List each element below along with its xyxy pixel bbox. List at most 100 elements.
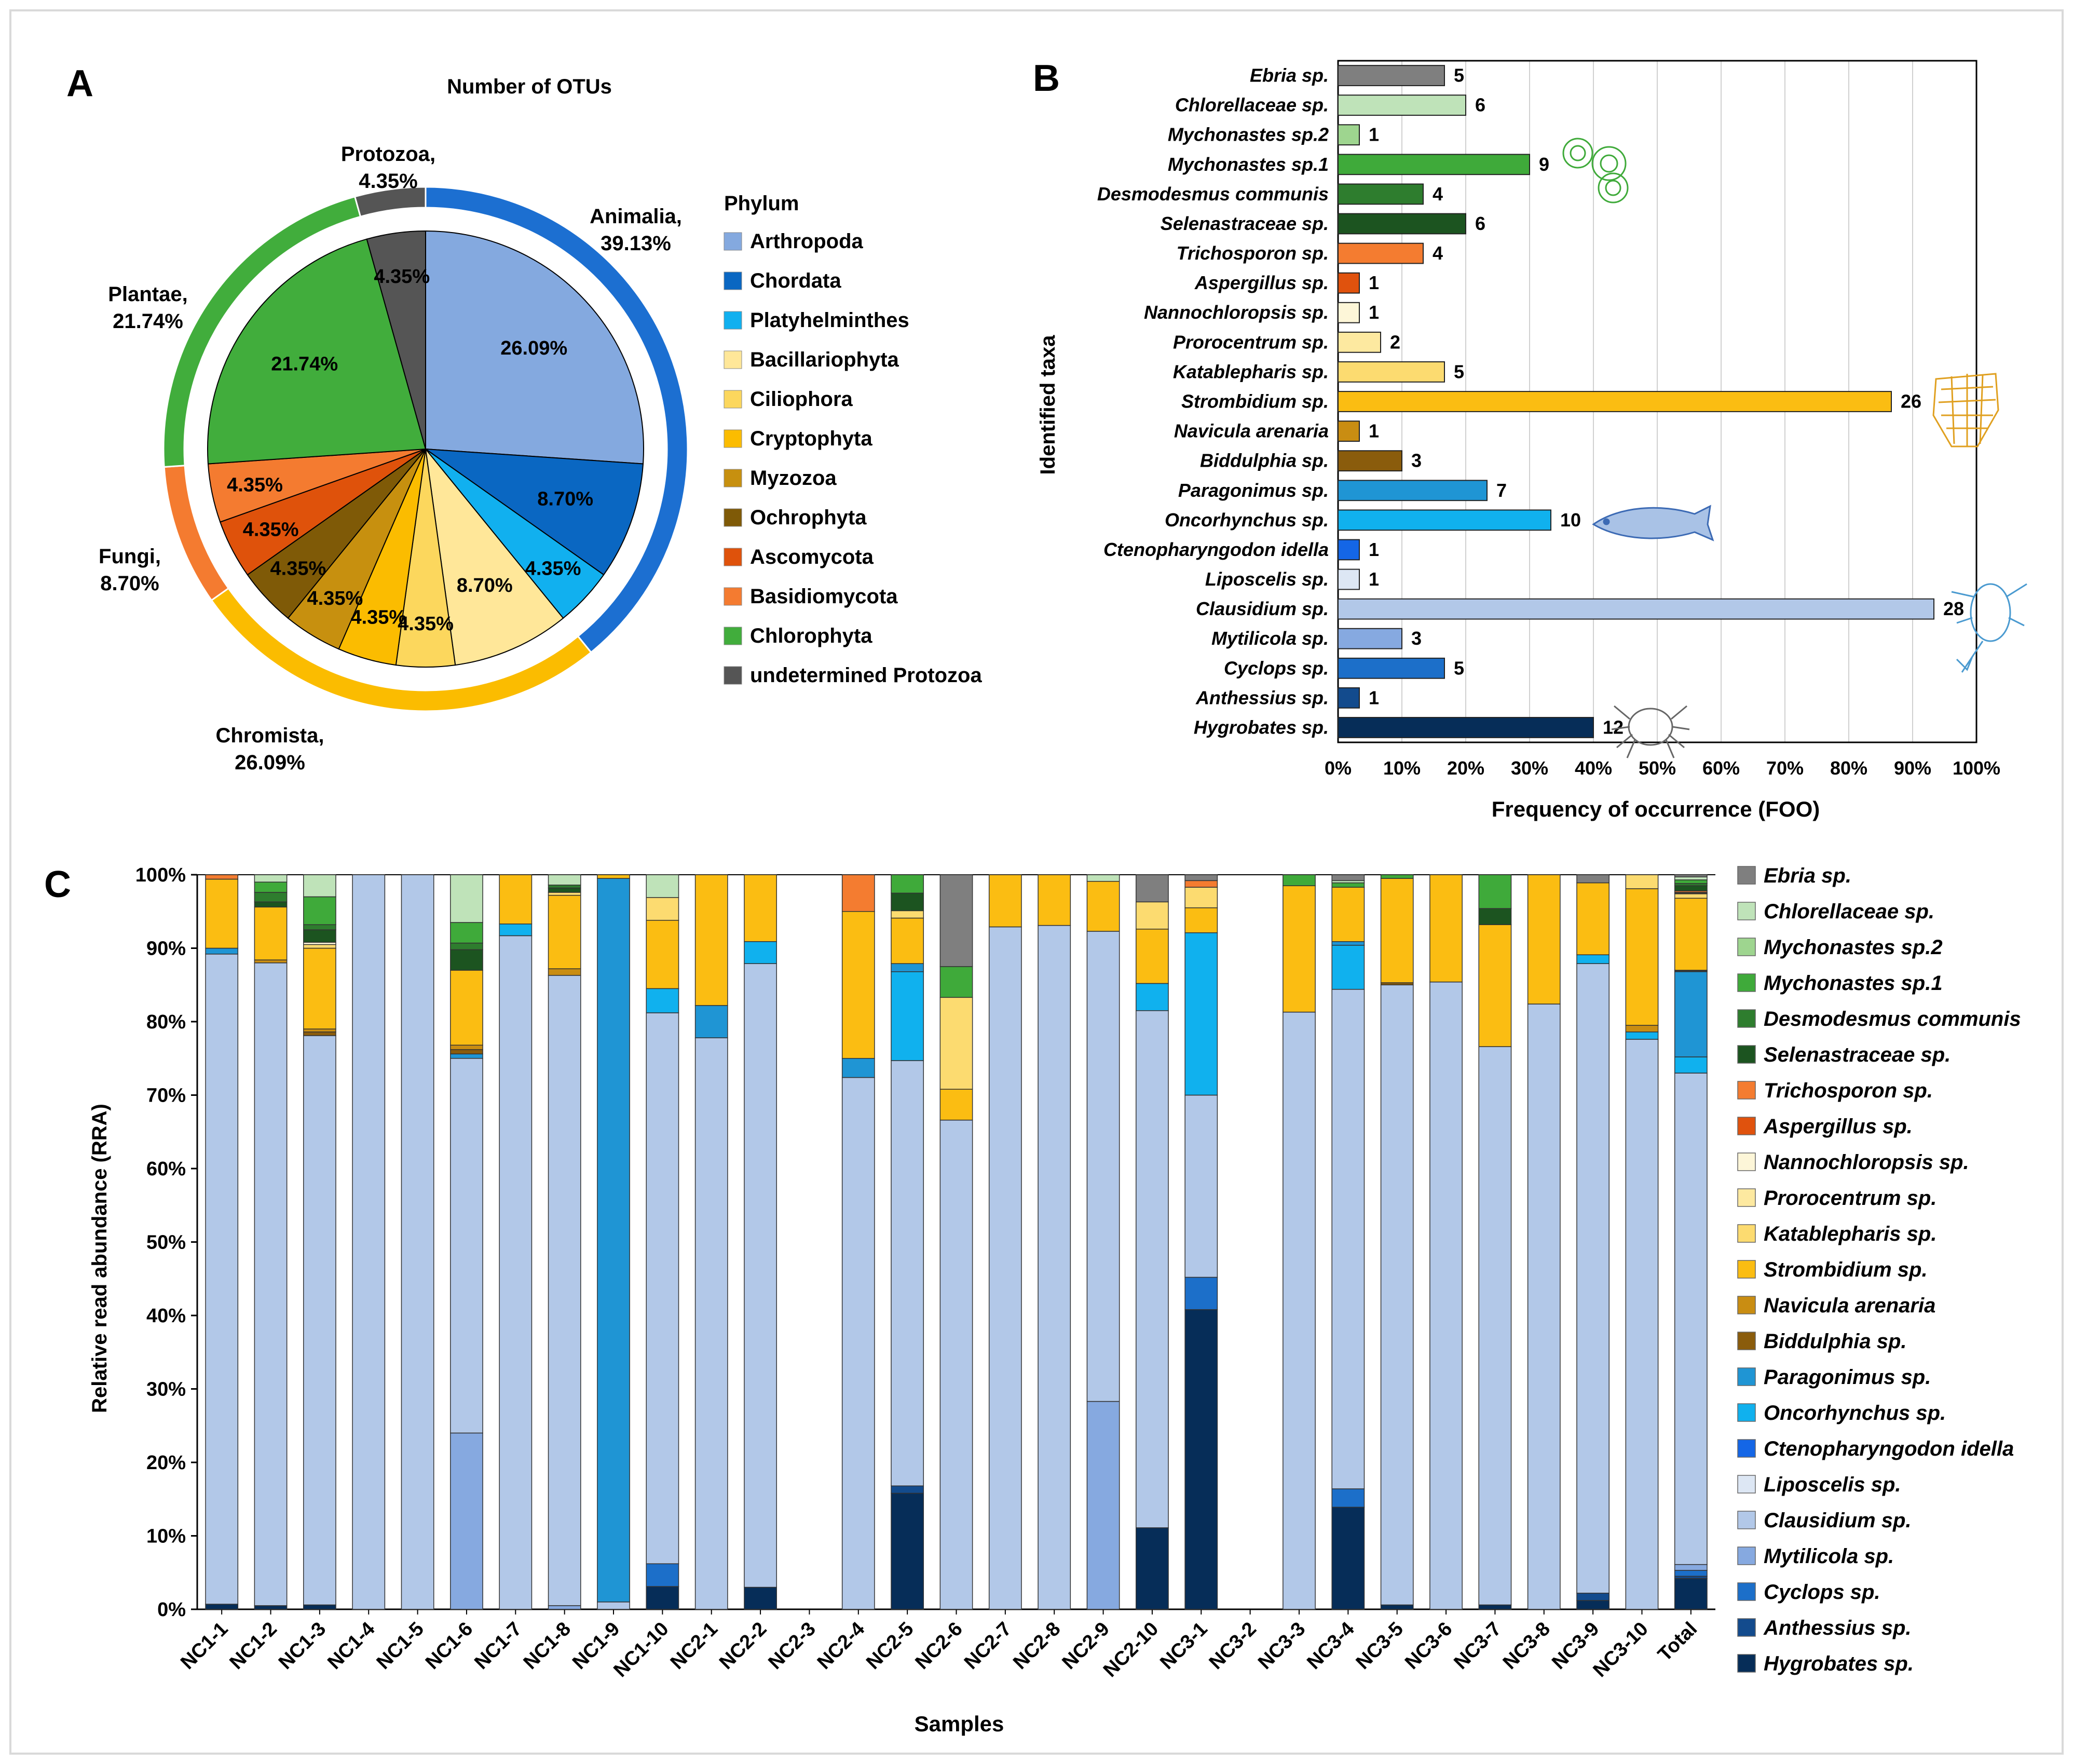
stack-segment-nc3-9-hygrobates-sp bbox=[1576, 1600, 1610, 1610]
taxa-legend-label-ctenopharyngodon-idella: Ctenopharyngodon idella bbox=[1764, 1437, 2014, 1460]
phylum-legend-label-basidiomycota: Basidiomycota bbox=[750, 585, 898, 608]
frequency-category-desmodesmus-communis: Desmodesmus communis bbox=[1097, 183, 1329, 205]
stack-segment-nc2-2-strombidium-sp bbox=[744, 874, 777, 942]
stack-segment-nc3-1-katablepharis-sp bbox=[1184, 887, 1218, 908]
stack-segment-nc1-8-katablepharis-sp bbox=[548, 892, 581, 896]
stack-segment-nc1-6-strombidium-sp bbox=[450, 970, 483, 1046]
stack-segment-nc1-10-oncorhynchus-sp bbox=[646, 988, 679, 1013]
taxa-legend-swatch-nannochloropsis-sp bbox=[1737, 1152, 1756, 1171]
sample-label-nc3-10: NC3-10 bbox=[1589, 1618, 1653, 1681]
frequency-x-tick: 90% bbox=[1894, 757, 1931, 779]
pie-slice-label-chlorophyta: 21.74% bbox=[271, 353, 338, 375]
frequency-x-tick: 80% bbox=[1830, 757, 1867, 779]
stack-segment-nc1-2-selenastraceae-sp bbox=[254, 901, 288, 908]
taxa-legend-swatch-mytilicola-sp bbox=[1737, 1546, 1756, 1565]
pie-slice-label-chordata: 8.70% bbox=[537, 489, 593, 510]
phylum-legend-label-bacillariophyta: Bacillariophyta bbox=[750, 348, 899, 371]
taxa-legend-label-mytilicola-sp: Mytilicola sp. bbox=[1764, 1545, 1894, 1568]
stack-segment-total-strombidium-sp bbox=[1674, 898, 1708, 971]
stack-segment-total-selenastraceae-sp bbox=[1674, 885, 1708, 891]
frequency-bar-navicula-arenaria bbox=[1338, 420, 1360, 442]
phylum-legend-label-platyhelminthes: Platyhelminthes bbox=[750, 309, 909, 332]
stack-segment-nc3-10-katablepharis-sp bbox=[1625, 874, 1659, 889]
stack-segment-total-chlorellaceae-sp bbox=[1674, 876, 1708, 880]
panel-a-pie-chart: Number of OTUs 26.09%8.70%4.35%8.70%4.35… bbox=[99, 75, 982, 774]
frequency-category-katablepharis-sp: Katablepharis sp. bbox=[1173, 361, 1329, 382]
frequency-category-oncorhynchus-sp: Oncorhynchus sp. bbox=[1165, 509, 1329, 531]
kingdom-pct-animalia: 39.13% bbox=[601, 232, 671, 255]
taxa-legend-label-desmodesmus-communis: Desmodesmus communis bbox=[1764, 1008, 2021, 1030]
frequency-value-anthessius-sp: 1 bbox=[1369, 687, 1379, 708]
taxa-legend-label-mychonastes-sp-1: Mychonastes sp.1 bbox=[1764, 972, 1943, 995]
taxa-legend-swatch-oncorhynchus-sp bbox=[1737, 1403, 1756, 1422]
taxa-legend-label-navicula-arenaria: Navicula arenaria bbox=[1764, 1294, 1935, 1317]
frequency-x-axis-title: Frequency of occurrence (FOO) bbox=[1492, 797, 1820, 821]
stack-segment-nc1-2-mychonastes-sp-1 bbox=[254, 881, 288, 893]
stack-segment-nc1-3-katablepharis-sp bbox=[303, 944, 336, 949]
frequency-category-mytilicola-sp: Mytilicola sp. bbox=[1211, 628, 1329, 649]
phylum-legend-swatch-ciliophora bbox=[724, 390, 742, 409]
taxa-legend-label-katablepharis-sp: Katablepharis sp. bbox=[1764, 1223, 1936, 1245]
frequency-value-ctenopharyngodon-idella: 1 bbox=[1369, 539, 1379, 560]
stack-segment-nc3-4-paragonimus-sp bbox=[1331, 941, 1365, 946]
taxa-legend-swatch-paragonimus-sp bbox=[1737, 1367, 1756, 1386]
stack-segment-nc3-1-oncorhynchus-sp bbox=[1184, 932, 1218, 1096]
taxa-legend-label-biddulphia-sp: Biddulphia sp. bbox=[1764, 1330, 1907, 1353]
frequency-bar-katablepharis-sp bbox=[1338, 361, 1445, 383]
frequency-value-oncorhynchus-sp: 10 bbox=[1560, 509, 1581, 531]
phylum-legend-label-cryptophyta: Cryptophyta bbox=[750, 427, 872, 450]
pie-slice-label-platyhelminthes: 4.35% bbox=[525, 558, 581, 579]
frequency-value-hygrobates-sp: 12 bbox=[1603, 716, 1624, 738]
frequency-category-paragonimus-sp: Paragonimus sp. bbox=[1178, 480, 1329, 501]
sample-label-nc2-7: NC2-7 bbox=[960, 1618, 1016, 1674]
stack-segment-nc2-6-ebria-sp bbox=[939, 874, 973, 967]
stack-segment-nc3-4-hygrobates-sp bbox=[1331, 1507, 1365, 1610]
frequency-bar-desmodesmus-communis bbox=[1338, 183, 1424, 205]
taxa-legend-label-clausidium-sp: Clausidium sp. bbox=[1764, 1509, 1912, 1532]
stack-segment-nc3-5-hygrobates-sp bbox=[1380, 1604, 1414, 1610]
organism-illustrations bbox=[1562, 138, 2027, 758]
phylum-legend-swatch-bacillariophyta bbox=[724, 350, 742, 369]
taxa-legend-swatch-mychonastes-sp-1 bbox=[1737, 973, 1756, 992]
stack-segment-nc2-6-clausidium-sp bbox=[939, 1119, 973, 1610]
stack-segment-nc2-10-oncorhynchus-sp bbox=[1136, 983, 1169, 1011]
taxa-legend-label-strombidium-sp: Strombidium sp. bbox=[1764, 1258, 1928, 1281]
frequency-x-tick: 10% bbox=[1383, 757, 1421, 779]
taxa-legend-swatch-desmodesmus-communis bbox=[1737, 1009, 1756, 1028]
stack-segment-nc3-4-ebria-sp bbox=[1331, 874, 1365, 881]
stack-segment-nc2-1-strombidium-sp bbox=[694, 874, 728, 1006]
frequency-bar-nannochloropsis-sp bbox=[1338, 302, 1360, 323]
sample-label-nc3-4: NC3-4 bbox=[1303, 1618, 1358, 1674]
stack-segment-nc1-10-cyclops-sp bbox=[646, 1563, 679, 1587]
pie-slice-label-ochrophyta: 4.35% bbox=[270, 558, 326, 579]
pie-slice-undetermined-protozoa bbox=[366, 230, 426, 450]
stack-segment-nc3-9-anthessius-sp bbox=[1576, 1593, 1610, 1601]
taxa-legend-label-mychonastes-sp-2: Mychonastes sp.2 bbox=[1764, 936, 1943, 959]
frequency-bar-trichosporon-sp bbox=[1338, 242, 1424, 264]
frequency-bar-ctenopharyngodon-idella bbox=[1338, 539, 1360, 561]
abundance-y-tick: 60% bbox=[146, 1158, 186, 1180]
stack-segment-nc1-3-selenastraceae-sp bbox=[303, 929, 336, 943]
frequency-category-nannochloropsis-sp: Nannochloropsis sp. bbox=[1144, 302, 1329, 323]
stack-segment-nc1-6-navicula-arenaria bbox=[450, 1044, 483, 1050]
stack-segment-nc1-3-chlorellaceae-sp bbox=[303, 874, 336, 898]
sample-label-nc1-4: NC1-4 bbox=[323, 1618, 379, 1674]
stack-segment-nc1-1-hygrobates-sp bbox=[205, 1604, 239, 1610]
frequency-value-navicula-arenaria: 1 bbox=[1369, 420, 1379, 442]
stack-segment-nc1-7-oncorhynchus-sp bbox=[499, 924, 533, 937]
phylum-legend-swatch-arthropoda bbox=[724, 232, 742, 251]
stack-segment-nc1-10-katablepharis-sp bbox=[646, 897, 679, 921]
sample-label-nc1-10: NC1-10 bbox=[609, 1618, 673, 1681]
stack-segment-nc1-8-strombidium-sp bbox=[548, 894, 581, 969]
taxa-legend-label-hygrobates-sp: Hygrobates sp. bbox=[1764, 1652, 1914, 1675]
sample-label-nc2-1: NC2-1 bbox=[666, 1618, 722, 1674]
phylum-legend-label-arthropoda: Arthropoda bbox=[750, 230, 864, 253]
stack-segment-nc1-2-clausidium-sp bbox=[254, 962, 288, 1606]
stack-segment-nc1-6-clausidium-sp bbox=[450, 1058, 483, 1434]
pie-slice-label-basidiomycota: 4.35% bbox=[227, 474, 283, 496]
sample-label-nc3-6: NC3-6 bbox=[1401, 1618, 1456, 1674]
frequency-bar-strombidium-sp bbox=[1338, 391, 1892, 412]
taxa-legend-swatch-strombidium-sp bbox=[1737, 1260, 1756, 1279]
abundance-y-tick: 90% bbox=[146, 938, 186, 960]
stack-segment-nc3-5-mychonastes-sp-1 bbox=[1380, 874, 1414, 879]
